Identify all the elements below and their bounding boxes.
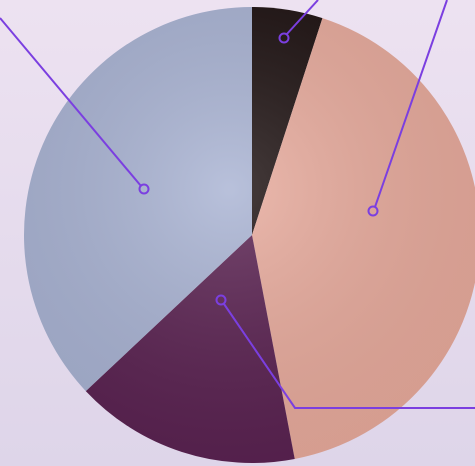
leader-dot	[278, 32, 290, 44]
leader-line	[285, 0, 319, 36]
leader-line	[374, 0, 448, 208]
pie-sheen	[24, 7, 475, 463]
leader-dot	[367, 205, 379, 217]
leader-line	[223, 303, 475, 409]
leader-dot	[138, 183, 150, 195]
leader-line	[0, 17, 142, 187]
leader-dot	[215, 294, 227, 306]
leader-lines	[0, 0, 475, 409]
